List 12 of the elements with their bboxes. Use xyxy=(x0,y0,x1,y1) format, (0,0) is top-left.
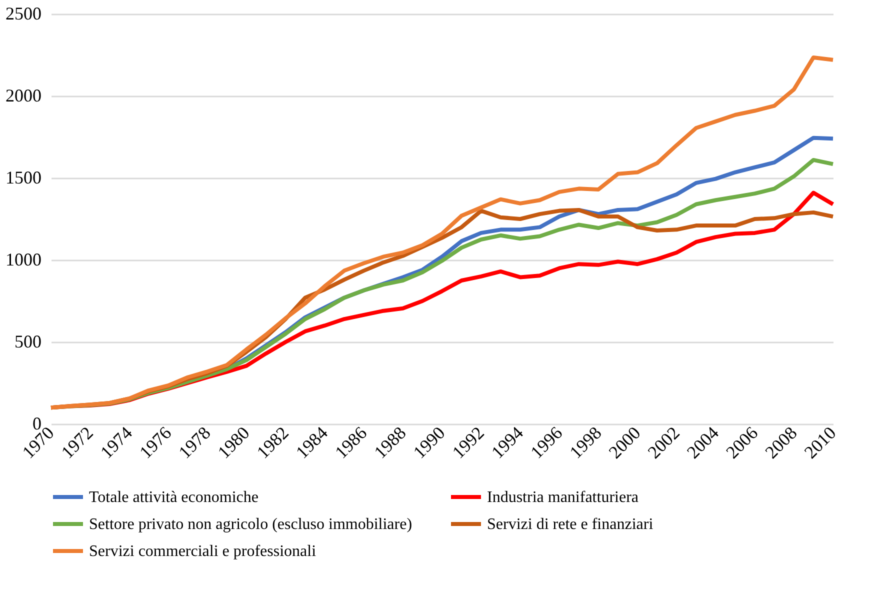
legend-label: Servizi di rete e finanziari xyxy=(487,516,654,533)
legend-label: Totale attività economiche xyxy=(89,489,258,506)
y-tick-label: 0 xyxy=(32,414,42,434)
y-tick-label: 500 xyxy=(14,332,42,352)
legend-label: Servizi commerciali e professionali xyxy=(89,543,317,560)
y-tick-label: 2000 xyxy=(6,86,42,106)
y-tick-label: 2500 xyxy=(6,4,42,24)
legend-label: Industria manifatturiera xyxy=(487,489,638,506)
y-tick-label: 1500 xyxy=(6,168,42,188)
line-series xyxy=(49,55,835,410)
legend-label: Settore privato non agricolo (escluso immobiliare) xyxy=(89,516,412,533)
y-tick-label: 1000 xyxy=(6,250,42,270)
